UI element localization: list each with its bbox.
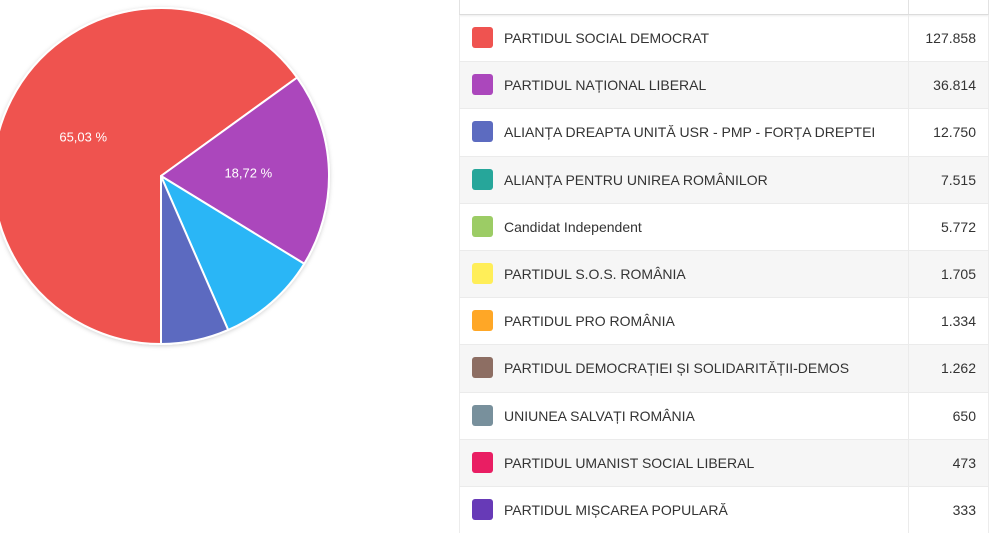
vote-count: 5.772 xyxy=(940,218,976,235)
pie-slice[interactable] xyxy=(160,175,230,345)
column-separator xyxy=(908,203,909,250)
vote-count: 1.262 xyxy=(940,360,976,377)
vote-count: 127.858 xyxy=(925,30,976,46)
table-body: PARTIDUL SOCIAL DEMOCRAT 127.858 PARTIDUL … xyxy=(459,15,989,533)
table-row: PARTIDUL S.O.S. ROMÂNIA 1.705 xyxy=(459,250,989,299)
party-name: ALIANȚA PENTRU UNIREA ROMÂNILOR xyxy=(504,171,768,188)
column-separator xyxy=(908,298,909,345)
party-name: ALIANȚA DREAPTA UNITĂ USR - PMP - FORȚA … xyxy=(504,124,876,141)
party-name: PARTIDUL UMANIST SOCIAL LIBERAL xyxy=(504,454,755,471)
vote-count: 650 xyxy=(952,407,976,424)
color-swatch xyxy=(472,215,493,237)
color-swatch xyxy=(472,27,493,48)
party-name: Candidat Independent xyxy=(504,218,642,235)
pie-slice[interactable] xyxy=(160,175,306,331)
column-separator xyxy=(908,156,909,203)
table-row: PARTIDUL SOCIAL DEMOCRAT 127.858 xyxy=(459,15,989,63)
column-separator xyxy=(908,392,909,439)
vote-count: 12.750 xyxy=(933,124,976,141)
column-separator xyxy=(908,486,909,533)
vote-count: 7.515 xyxy=(940,171,976,188)
column-separator xyxy=(908,250,909,298)
header-separator xyxy=(908,0,909,14)
results-table: PARTIDUL SOCIAL DEMOCRAT 127.858 PARTIDUL … xyxy=(459,0,989,533)
color-swatch xyxy=(472,121,493,143)
pie-chart: 65,03 % 18,72 % xyxy=(0,0,440,533)
party-name: PARTIDUL MIȘCAREA POPULARĂ xyxy=(504,501,728,518)
column-separator xyxy=(908,15,909,62)
column-separator xyxy=(908,345,909,392)
table-row: ALIANȚA DREAPTA UNITĂ USR - PMP - FORȚA … xyxy=(459,109,989,157)
table-row: PARTIDUL DEMOCRAȚIEI ȘI SOLIDARITĂȚII-DE… xyxy=(459,345,989,393)
color-swatch xyxy=(472,168,493,190)
party-name: UNIUNEA SALVAȚI ROMÂNIA xyxy=(504,407,695,424)
column-separator xyxy=(908,109,909,156)
color-swatch xyxy=(472,357,493,379)
table-row: Candidat Independent 5.772 xyxy=(459,203,989,251)
party-name: PARTIDUL DEMOCRAȚIEI ȘI SOLIDARITĂȚII-DE… xyxy=(504,360,850,377)
table-row: PARTIDUL PRO ROMÂNIA 1.334 xyxy=(459,298,989,346)
color-swatch xyxy=(472,451,493,473)
slice-label: 65,03 % xyxy=(59,129,107,144)
vote-count: 36.814 xyxy=(933,77,976,94)
color-swatch xyxy=(472,498,493,520)
vote-count: 1.705 xyxy=(940,265,976,282)
color-swatch xyxy=(472,310,493,332)
vote-count: 1.334 xyxy=(940,313,976,330)
pie-slices xyxy=(0,7,330,345)
color-swatch xyxy=(472,404,493,426)
vote-count: 473 xyxy=(952,454,976,471)
color-swatch xyxy=(472,262,493,284)
pie-slice[interactable] xyxy=(0,7,299,345)
pie-chart-svg: 65,03 % 18,72 % xyxy=(0,7,330,345)
pie-slice[interactable] xyxy=(160,76,330,265)
column-separator xyxy=(908,62,909,109)
table-header xyxy=(459,0,989,15)
party-name: PARTIDUL SOCIAL DEMOCRAT xyxy=(504,30,710,46)
table-row: PARTIDUL NAȚIONAL LIBERAL 36.814 xyxy=(459,62,989,110)
vote-count: 333 xyxy=(952,501,976,518)
party-name: PARTIDUL NAȚIONAL LIBERAL xyxy=(504,77,707,94)
party-name: PARTIDUL PRO ROMÂNIA xyxy=(504,313,675,330)
table-row: PARTIDUL UMANIST SOCIAL LIBERAL 473 xyxy=(459,439,989,487)
color-swatch xyxy=(472,74,493,96)
party-name: PARTIDUL S.O.S. ROMÂNIA xyxy=(504,265,686,282)
table-row: PARTIDUL MIȘCAREA POPULARĂ 333 xyxy=(459,486,989,533)
table-row: ALIANȚA PENTRU UNIREA ROMÂNILOR 7.515 xyxy=(459,156,989,204)
table-row: UNIUNEA SALVAȚI ROMÂNIA 650 xyxy=(459,392,989,440)
slice-label: 18,72 % xyxy=(224,166,272,181)
column-separator xyxy=(908,439,909,486)
